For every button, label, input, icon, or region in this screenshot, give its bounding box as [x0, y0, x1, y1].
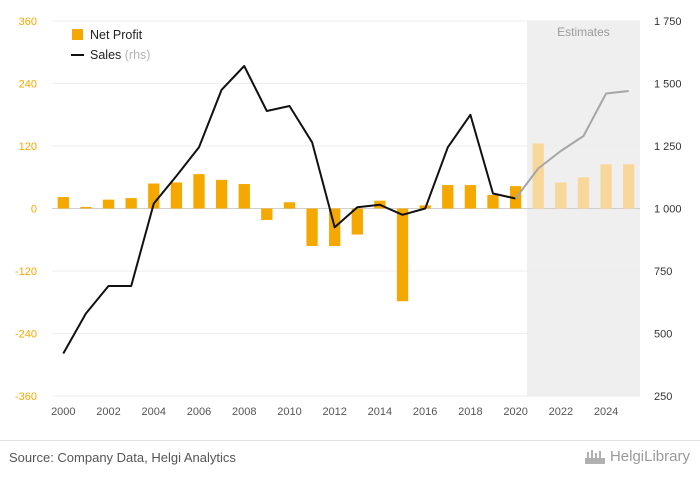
- net-profit-bar: [148, 183, 160, 209]
- source-note: Source: Company Data, Helgi Analytics: [9, 450, 236, 465]
- brand-name: HelgiLibrary: [609, 448, 690, 465]
- right-tick-label: 1 250: [654, 141, 682, 153]
- left-tick-label: 120: [19, 141, 37, 153]
- x-tick-label: 2012: [322, 406, 346, 418]
- x-tick-label: 2020: [503, 406, 527, 418]
- net-profit-bar: [170, 182, 183, 209]
- net-profit-bar: [487, 194, 499, 209]
- legend-sales-name: Sales: [90, 48, 121, 62]
- net-profit-bar: [80, 206, 92, 209]
- x-tick-label: 2006: [187, 406, 211, 418]
- net-profit-bar: [464, 185, 477, 209]
- x-tick-label: 2024: [594, 406, 618, 418]
- sales-line: [62, 65, 629, 354]
- net-profit-bar: [57, 197, 69, 209]
- net-profit-bar: [306, 208, 318, 246]
- sales-line-actual: [62, 65, 516, 354]
- net-profit-bar: [102, 199, 115, 209]
- x-tick-label: 2010: [277, 406, 301, 418]
- x-axis-ticks: 2000 2002 2004 2006 2008 2010 2012 2014 2016 2018…: [51, 406, 618, 418]
- left-tick-label: -240: [15, 329, 37, 341]
- x-tick-label: 2004: [142, 406, 166, 418]
- net-profit-bar: [600, 164, 612, 209]
- net-profit-bar: [238, 184, 250, 209]
- net-profit-bar: [261, 208, 273, 220]
- net-profit-bar: [215, 179, 228, 209]
- left-tick-label: 360: [19, 16, 37, 28]
- legend-swatch-net-profit: [72, 29, 83, 40]
- x-tick-label: 2014: [368, 406, 392, 418]
- right-tick-label: 250: [654, 391, 672, 403]
- legend: Net Profit Sales (rhs): [71, 28, 150, 62]
- right-tick-label: 1 750: [654, 16, 682, 28]
- estimates-label: Estimates: [557, 25, 610, 39]
- net-profit-bar: [396, 208, 409, 302]
- legend-label-net-profit: Net Profit: [90, 28, 143, 42]
- left-tick-label: -360: [15, 391, 37, 403]
- x-tick-label: 2016: [413, 406, 437, 418]
- sales-line-estimate: [514, 90, 629, 200]
- right-tick-label: 750: [654, 266, 672, 278]
- net-profit-bar: [193, 174, 205, 209]
- right-tick-label: 1 000: [654, 204, 682, 216]
- net-profit-bar: [442, 185, 454, 209]
- left-tick-label: 0: [31, 204, 37, 216]
- brand-logo[interactable]: HelgiLibrary: [584, 448, 690, 465]
- x-tick-label: 2002: [96, 406, 120, 418]
- net-profit-bar: [555, 182, 567, 209]
- right-tick-label: 1 500: [654, 79, 682, 91]
- library-icon: [584, 449, 605, 464]
- legend-sales-suffix: (rhs): [125, 48, 151, 62]
- left-tick-label: 240: [19, 79, 37, 91]
- net-profit-bar: [623, 164, 635, 209]
- net-profit-bar: [125, 198, 137, 209]
- left-tick-label: -120: [15, 266, 37, 278]
- net-profit-bar: [532, 143, 544, 209]
- x-tick-label: 2000: [51, 406, 75, 418]
- left-axis-ticks: 360 240 120 0 -120 -240 -360: [15, 16, 37, 403]
- net-profit-bars: [57, 143, 635, 302]
- right-tick-label: 500: [654, 329, 672, 341]
- x-tick-label: 2008: [232, 406, 256, 418]
- net-profit-bar: [577, 177, 590, 209]
- x-tick-label: 2018: [458, 406, 482, 418]
- legend-label-sales: Sales (rhs): [90, 48, 150, 62]
- right-axis-ticks: 1 750 1 500 1 250 1 000 750 500 250: [654, 16, 682, 403]
- net-profit-bar: [351, 208, 363, 235]
- net-profit-bar: [283, 202, 296, 209]
- footer-divider: [0, 440, 700, 441]
- x-tick-label: 2022: [549, 406, 573, 418]
